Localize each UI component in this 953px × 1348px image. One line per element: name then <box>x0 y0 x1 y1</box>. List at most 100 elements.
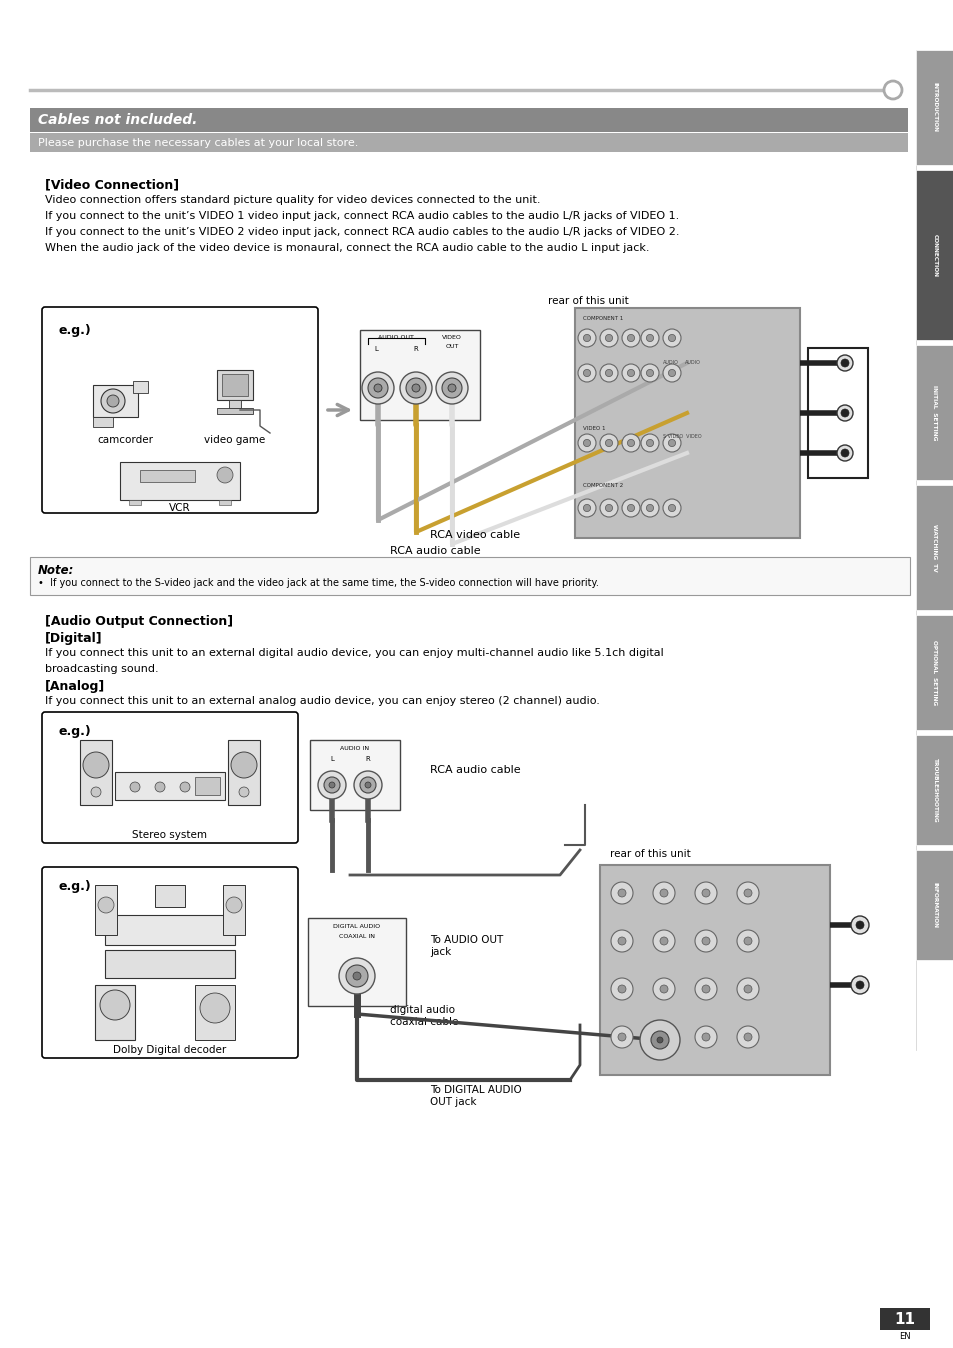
Text: Stereo system: Stereo system <box>132 830 208 840</box>
Circle shape <box>599 499 618 518</box>
Circle shape <box>621 434 639 452</box>
Text: [Analog]: [Analog] <box>45 679 105 693</box>
Bar <box>915 170 953 340</box>
Circle shape <box>646 334 653 341</box>
Circle shape <box>448 384 456 392</box>
Circle shape <box>640 329 659 346</box>
Circle shape <box>399 372 432 404</box>
Circle shape <box>650 1031 668 1049</box>
Bar <box>194 776 220 795</box>
Circle shape <box>841 408 848 417</box>
Circle shape <box>368 377 388 398</box>
Bar <box>915 851 953 960</box>
Circle shape <box>657 1037 662 1043</box>
Circle shape <box>621 329 639 346</box>
Circle shape <box>216 466 233 483</box>
Circle shape <box>621 364 639 381</box>
Bar <box>115 772 225 799</box>
Text: Video connection offers standard picture quality for video devices connected to : Video connection offers standard picture… <box>45 195 540 205</box>
Text: RCA audio cable: RCA audio cable <box>430 766 520 775</box>
Bar <box>95 886 117 936</box>
Circle shape <box>668 334 675 341</box>
Circle shape <box>621 499 639 518</box>
Circle shape <box>239 787 249 797</box>
Circle shape <box>583 439 590 446</box>
Text: COAXIAL IN: COAXIAL IN <box>338 934 375 940</box>
Text: L: L <box>374 346 377 352</box>
Circle shape <box>441 377 461 398</box>
Circle shape <box>324 776 339 793</box>
Circle shape <box>695 882 717 905</box>
Text: AUDIO: AUDIO <box>662 360 679 365</box>
Text: Note:: Note: <box>38 563 74 577</box>
Circle shape <box>605 504 612 512</box>
Circle shape <box>836 355 852 371</box>
Circle shape <box>652 979 675 1000</box>
Bar <box>92 417 112 427</box>
Circle shape <box>578 499 596 518</box>
Text: e.g.): e.g.) <box>59 324 91 337</box>
Circle shape <box>83 752 109 778</box>
Text: WATCHING  TV: WATCHING TV <box>931 523 937 572</box>
Circle shape <box>578 434 596 452</box>
Circle shape <box>850 917 868 934</box>
Bar <box>30 108 907 132</box>
Circle shape <box>406 377 426 398</box>
Bar <box>575 307 800 538</box>
Bar <box>216 408 253 414</box>
Text: R: R <box>365 756 370 762</box>
Text: VIDEO 1: VIDEO 1 <box>582 426 605 431</box>
Text: [Audio Output Connection]: [Audio Output Connection] <box>45 615 233 628</box>
Circle shape <box>640 499 659 518</box>
Circle shape <box>639 1020 679 1060</box>
Text: •  If you connect to the S-video jack and the video jack at the same time, the S: • If you connect to the S-video jack and… <box>38 578 598 588</box>
Circle shape <box>662 434 680 452</box>
Text: To DIGITAL AUDIO
OUT jack: To DIGITAL AUDIO OUT jack <box>430 1085 521 1107</box>
Bar <box>120 462 240 500</box>
Text: R: R <box>414 346 418 352</box>
Circle shape <box>662 329 680 346</box>
Text: TROUBLESHOOTING: TROUBLESHOOTING <box>931 758 937 822</box>
Bar <box>140 470 194 483</box>
Circle shape <box>737 1026 759 1047</box>
Circle shape <box>841 359 848 367</box>
Circle shape <box>412 384 419 392</box>
Text: COMPONENT 1: COMPONENT 1 <box>582 315 622 321</box>
Circle shape <box>737 882 759 905</box>
Text: If you connect to the unit’s VIDEO 1 video input jack, connect RCA audio cables : If you connect to the unit’s VIDEO 1 vid… <box>45 212 679 221</box>
Circle shape <box>374 384 381 392</box>
Circle shape <box>652 1026 675 1047</box>
Circle shape <box>200 993 230 1023</box>
Circle shape <box>231 752 256 778</box>
Bar <box>92 386 138 417</box>
Circle shape <box>640 364 659 381</box>
Text: S VIDEO  VIDEO: S VIDEO VIDEO <box>662 434 700 438</box>
Circle shape <box>583 369 590 376</box>
Bar <box>915 50 953 164</box>
Circle shape <box>610 1026 633 1047</box>
Circle shape <box>599 434 618 452</box>
Text: AUDIO OUT: AUDIO OUT <box>377 336 414 340</box>
Bar <box>194 985 234 1041</box>
Circle shape <box>618 937 625 945</box>
Text: [Video Connection]: [Video Connection] <box>45 178 179 191</box>
Circle shape <box>646 369 653 376</box>
Circle shape <box>855 981 863 989</box>
FancyBboxPatch shape <box>42 867 297 1058</box>
Circle shape <box>100 989 130 1020</box>
Circle shape <box>610 979 633 1000</box>
Circle shape <box>701 937 709 945</box>
Text: AUDIO IN: AUDIO IN <box>340 745 369 751</box>
Bar <box>222 373 248 396</box>
Circle shape <box>659 1033 667 1041</box>
Circle shape <box>883 81 901 98</box>
Circle shape <box>346 965 368 987</box>
Circle shape <box>652 882 675 905</box>
Circle shape <box>850 976 868 993</box>
Text: Please purchase the necessary cables at your local store.: Please purchase the necessary cables at … <box>38 137 358 147</box>
Text: If you connect this unit to an external digital audio device, you can enjoy mult: If you connect this unit to an external … <box>45 648 663 658</box>
Text: rear of this unit: rear of this unit <box>547 297 628 306</box>
Circle shape <box>583 504 590 512</box>
Circle shape <box>578 329 596 346</box>
Text: rear of this unit: rear of this unit <box>609 849 690 859</box>
